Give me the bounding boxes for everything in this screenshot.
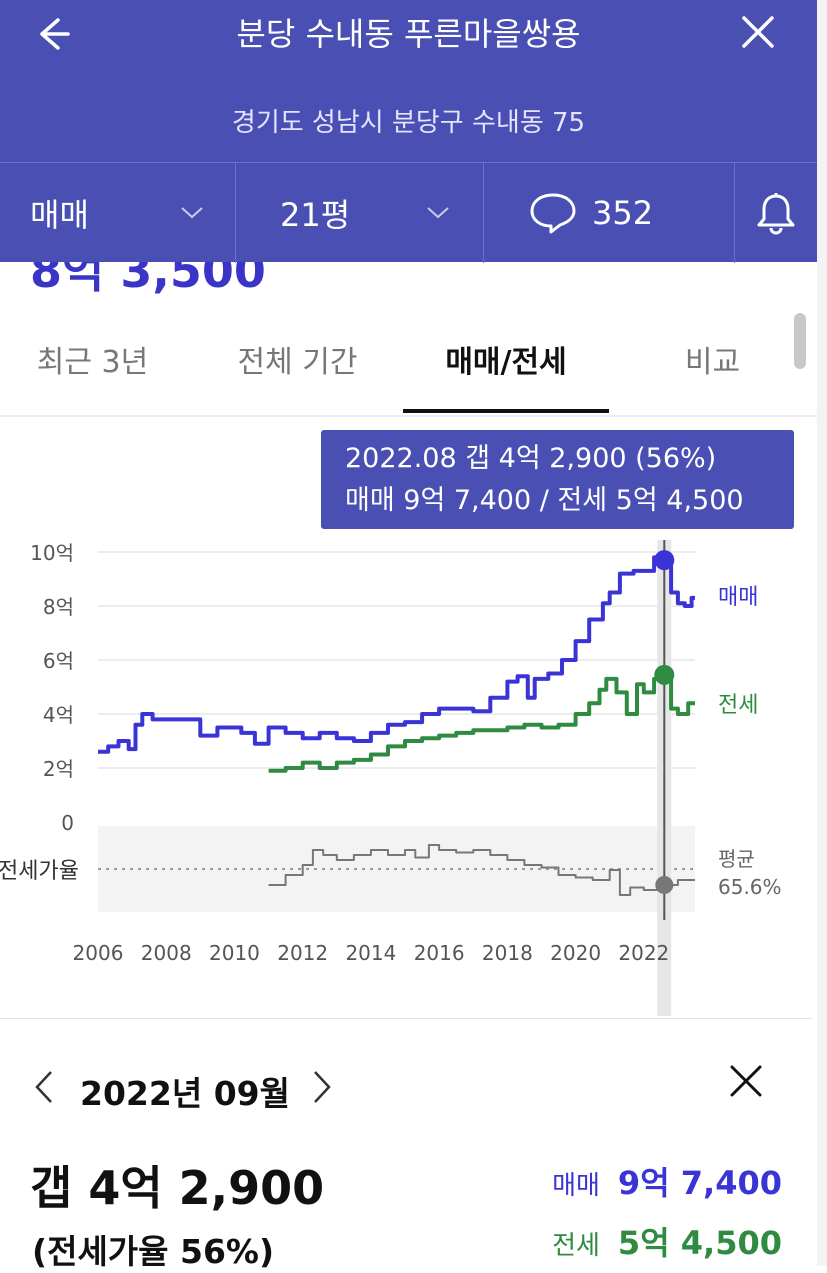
y-tick-label: 8억 <box>43 595 74 619</box>
tab-sale-jeonse[interactable]: 매매/전세 <box>445 345 567 380</box>
x-tick-label: 2018 <box>482 941 533 965</box>
size-label: 21평 <box>280 196 351 234</box>
current-price-peek: 8억 3,500 <box>30 244 266 298</box>
gap-amount: 갭 4억 2,900 <box>30 1161 325 1215</box>
trade-type-label: 매매 <box>30 196 89 234</box>
jeonse-row: 전세 5억 4,500 <box>552 1218 782 1264</box>
sale-point <box>654 550 675 571</box>
y-tick-label: 10억 <box>30 541 74 565</box>
y-tick-label: 2억 <box>43 757 74 781</box>
y-tick-label: 0 <box>61 811 74 835</box>
ratio-average-label: 평균 <box>718 847 755 871</box>
jeonse-label: 전세 <box>552 1231 600 1261</box>
x-tick-label: 2006 <box>73 941 124 965</box>
comment-count: 352 <box>592 194 654 232</box>
scrollbar-thumb[interactable] <box>794 313 806 369</box>
x-tick-label: 2022 <box>618 941 669 965</box>
tooltip-line-1: 2022.08 갭 4억 2,900 (56%) <box>345 443 717 474</box>
x-tick-label: 2014 <box>345 941 396 965</box>
x-tick-label: 2010 <box>209 941 260 965</box>
x-tick-label: 2008 <box>141 941 192 965</box>
filter-bar: 매매 21평 352 <box>0 162 817 263</box>
ratio-line <box>268 844 695 896</box>
chart-tooltip: 2022.08 갭 4억 2,900 (56%) 매매 9억 7,400 / 전… <box>321 430 794 529</box>
tooltip-line-2: 매매 9억 7,400 / 전세 5억 4,500 <box>345 485 744 516</box>
chevron-down-icon <box>426 201 450 225</box>
series-label-jeonse: 전세 <box>718 693 758 718</box>
bell-icon[interactable] <box>735 163 817 263</box>
y-grid <box>98 551 695 769</box>
sale-row: 매매 9억 7,400 <box>552 1158 782 1204</box>
series-label-sale: 매매 <box>718 585 758 610</box>
chevron-down-icon <box>180 201 204 225</box>
jeonse-line <box>268 672 695 773</box>
x-tick-labels: 2006 2008 2010 2012 2014 2016 2018 2020 2022 <box>73 941 670 965</box>
tab-recent-3-years[interactable]: 최근 3년 <box>36 345 149 380</box>
jeonse-value: 5억 4,500 <box>617 1224 782 1262</box>
jeonse-point <box>654 664 675 685</box>
ratio-point <box>655 876 674 894</box>
tab-all-period[interactable]: 전체 기간 <box>237 345 358 380</box>
address-text: 경기도 성남시 분당구 수내동 75 <box>231 108 586 138</box>
detail-sheet <box>0 1018 812 1267</box>
comments-button[interactable]: 352 <box>484 163 735 263</box>
back-arrow-icon[interactable] <box>28 12 72 65</box>
ratio-label: 전세가율 <box>0 859 79 884</box>
sale-value: 9억 7,400 <box>617 1164 782 1202</box>
side-strip <box>817 0 827 1266</box>
close-icon[interactable] <box>728 1060 764 1109</box>
sale-line <box>98 555 695 754</box>
y-tick-labels: 10억 8억 6억 4억 2억 0 <box>30 541 74 835</box>
series-layer <box>98 550 695 896</box>
date-navigator: 2022년 09월 <box>34 1066 354 1116</box>
x-tick-label: 2016 <box>414 941 465 965</box>
app-header: 분당 수내동 푸른마을쌍용 경기도 성남시 분당구 수내동 75 매매 21평 … <box>0 0 817 263</box>
close-icon[interactable] <box>738 12 778 61</box>
x-tick-label: 2012 <box>277 941 328 965</box>
chevron-right-icon[interactable] <box>312 1069 332 1113</box>
y-tick-label: 4억 <box>43 703 74 727</box>
y-tick-label: 6억 <box>43 649 74 673</box>
period-tabs: 최근 3년 전체 기간 매매/전세 비교 <box>0 320 817 415</box>
ratio-average-value: 65.6% <box>718 875 782 899</box>
chat-bubble-icon <box>528 190 578 236</box>
x-tick-label: 2020 <box>550 941 601 965</box>
jeonse-ratio: (전세가율 56%) <box>32 1232 275 1271</box>
selected-date: 2022년 09월 <box>80 1074 290 1113</box>
trade-type-select[interactable]: 매매 <box>0 163 236 263</box>
size-select[interactable]: 21평 <box>236 163 484 263</box>
divider <box>0 415 817 417</box>
tab-compare[interactable]: 비교 <box>684 345 741 380</box>
active-tab-indicator <box>403 409 609 413</box>
price-chart[interactable]: 10억 8억 6억 4억 2억 0 2006 2008 2010 2012 2014 2016 201… <box>0 417 817 1017</box>
page-title: 분당 수내동 푸른마을쌍용 <box>236 15 581 53</box>
chevron-left-icon[interactable] <box>34 1069 54 1113</box>
sale-label: 매매 <box>552 1171 600 1201</box>
